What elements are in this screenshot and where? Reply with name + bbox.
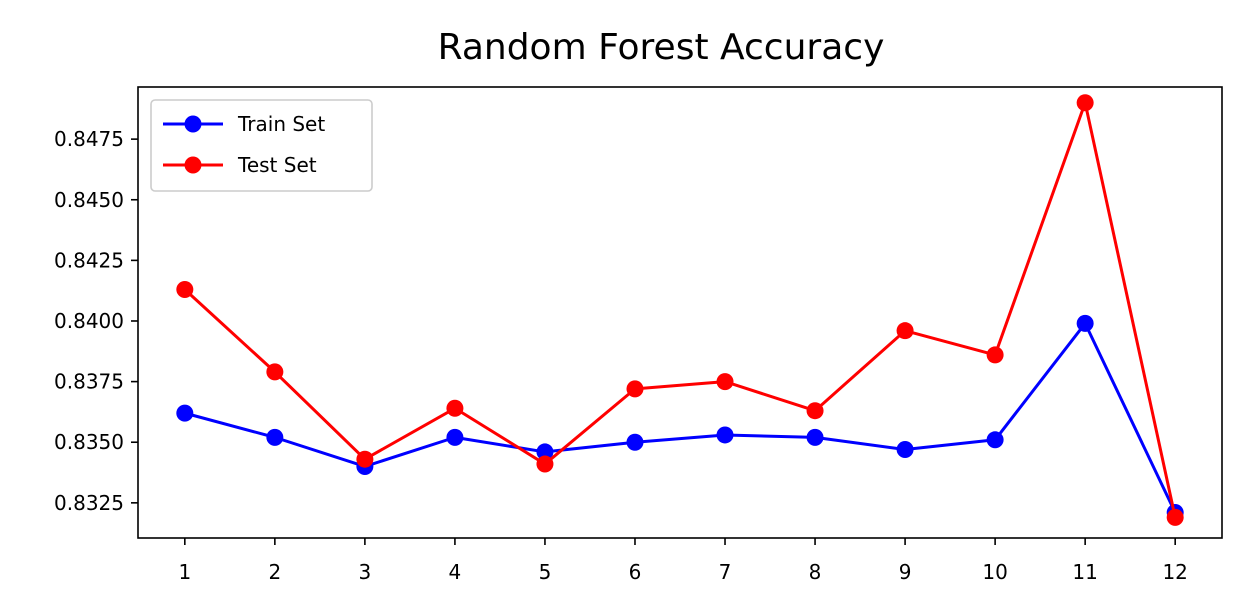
x-tick-label: 4 [449, 560, 462, 584]
legend-marker [184, 115, 202, 133]
x-tick-label: 10 [982, 560, 1007, 584]
x-tick-label: 6 [629, 560, 642, 584]
data-point [536, 443, 554, 461]
y-tick-label: 0.8325 [54, 491, 124, 515]
data-point [896, 322, 914, 340]
data-point [356, 450, 374, 468]
data-point [446, 428, 464, 446]
series-line [184, 321, 1177, 514]
data-point [176, 280, 194, 298]
data-point [1076, 314, 1094, 332]
x-tick-label: 1 [178, 560, 191, 584]
y-tick-label: 0.8450 [54, 188, 124, 212]
legend: Train Set Test Set [150, 99, 373, 192]
y-axis: 0.8325 0.8350 0.8375 0.8400 0.8425 0.8450 0.84… [54, 127, 138, 515]
data-point [806, 402, 824, 420]
x-tick-label: 8 [809, 560, 822, 584]
data-point [266, 363, 284, 381]
x-tick-label: 2 [268, 560, 281, 584]
x-tick-label: 12 [1162, 560, 1187, 584]
x-tick-label: 9 [899, 560, 912, 584]
y-tick-label: 0.8400 [54, 309, 124, 333]
data-point [896, 440, 914, 458]
x-axis: 1 2 3 4 5 6 7 8 9 10 11 12 [178, 538, 1188, 584]
x-tick-label: 5 [539, 560, 552, 584]
legend-label: Train Set [237, 112, 325, 136]
data-point [536, 455, 554, 473]
series-line [183, 101, 1177, 518]
data-point [716, 373, 734, 391]
data-point [176, 404, 194, 422]
data-point [986, 346, 1004, 364]
legend-item: Train Set [163, 112, 325, 136]
y-tick-label: 0.8350 [54, 430, 124, 454]
series-1 [176, 314, 1184, 522]
series-layer [176, 94, 1184, 526]
y-tick-label: 0.8425 [54, 248, 124, 272]
series-2 [176, 94, 1184, 526]
x-tick-label: 3 [359, 560, 372, 584]
x-tick-label: 11 [1072, 560, 1097, 584]
data-point [1076, 94, 1094, 112]
data-point [266, 428, 284, 446]
data-point [986, 431, 1004, 449]
legend-label: Test Set [237, 153, 317, 177]
data-point [626, 433, 644, 451]
plot-frame [137, 86, 1223, 539]
y-tick-label: 0.8475 [54, 127, 124, 151]
y-tick-label: 0.8375 [54, 370, 124, 394]
legend-item: Test Set [163, 153, 317, 177]
data-point [1166, 508, 1184, 526]
x-tick-label: 7 [719, 560, 732, 584]
chart-title: Random Forest Accuracy [438, 27, 885, 68]
data-point [806, 428, 824, 446]
data-point [716, 426, 734, 444]
legend-marker [184, 156, 202, 174]
data-point [446, 399, 464, 417]
data-point [626, 380, 644, 398]
